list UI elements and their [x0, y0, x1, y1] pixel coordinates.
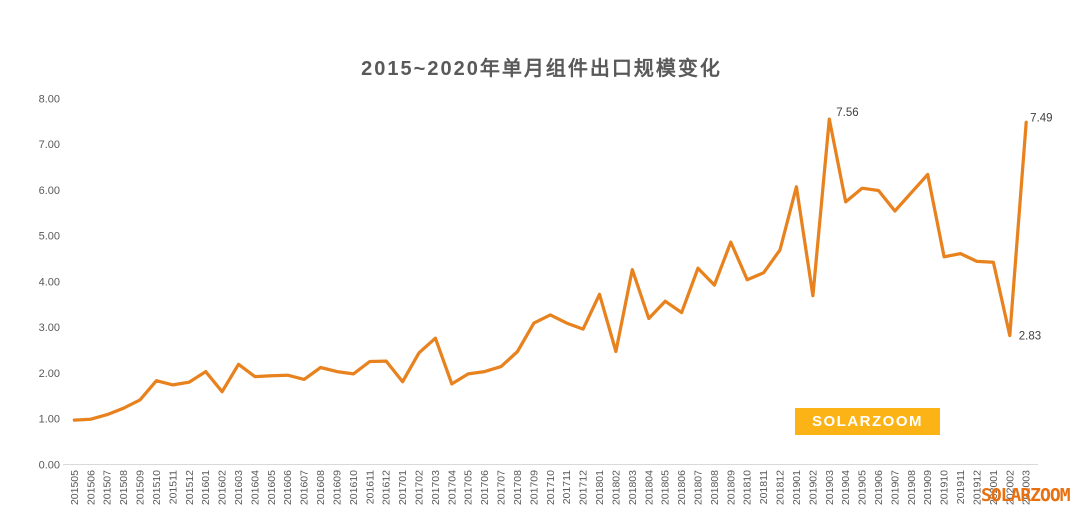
x-axis-tick-label: 201804	[643, 470, 655, 505]
y-axis-tick-label: 2.00	[39, 368, 60, 380]
x-axis-tick-label: 201707	[496, 470, 508, 505]
x-axis-tick-label: 201810	[742, 470, 754, 505]
export-volume-line	[72, 117, 1028, 422]
x-axis-tick-label: 201709	[528, 470, 540, 505]
x-axis-tick-label: 201812	[775, 470, 787, 505]
x-axis-tick-label: 201904	[840, 470, 852, 505]
x-axis-tick-label: 201807	[692, 470, 704, 505]
y-axis-tick-label: 3.00	[39, 322, 60, 334]
x-axis-tick-label: 201905	[857, 470, 869, 505]
y-axis-tick-label: 1.00	[39, 414, 60, 426]
x-axis-tick-label: 201509	[135, 470, 147, 505]
x-axis-tick-label: 201510	[151, 470, 163, 505]
data-label: 2.83	[1019, 330, 1041, 342]
x-axis-tick-label: 201712	[578, 470, 590, 505]
solarzoom-badge-label: SOLARZOOM	[812, 413, 923, 430]
x-axis-tick-label: 201911	[955, 470, 967, 504]
x-axis-tick-label: 201603	[233, 470, 245, 505]
x-axis-tick-label: 201903	[824, 470, 836, 505]
x-axis-tick-label: 201604	[249, 470, 261, 505]
x-axis-tick-label: 201705	[463, 470, 475, 505]
chart-title: 2015~2020年单月组件出口规模变化	[361, 58, 722, 80]
x-axis-tick-label: 201711	[561, 470, 573, 504]
x-axis-tick-label: 201706	[479, 470, 491, 505]
x-axis-tick-label: 202001	[988, 470, 1000, 505]
y-axis-tick-label: 6.00	[39, 185, 60, 197]
x-axis-tick-label: 201708	[512, 470, 524, 505]
x-axis-tick-label: 201902	[807, 470, 819, 505]
x-axis-tick-label: 202002	[1004, 470, 1016, 505]
x-axis-tick-label: 201704	[446, 470, 458, 505]
x-axis-tick-label: 201908	[906, 470, 918, 505]
x-axis-tick-label: 201808	[709, 470, 721, 505]
y-axis-tick-label: 0.00	[39, 459, 60, 471]
y-axis-tick-label: 8.00	[39, 93, 60, 105]
x-axis-tick-label: 201901	[791, 470, 803, 505]
x-axis-tick-label: 201801	[594, 470, 606, 505]
solarzoom-badge: SOLARZOOM	[795, 408, 940, 435]
x-axis-tick-label: 201907	[889, 470, 901, 505]
x-axis-tick-label: 201912	[971, 470, 983, 505]
x-axis-tick-label: 202003	[1021, 470, 1033, 505]
x-axis-tick-label: 201811	[758, 470, 770, 504]
x-axis-tick-label: 201607	[299, 470, 311, 505]
x-axis-tick-label: 201610	[348, 470, 360, 505]
x-axis-tick-label: 201611	[364, 470, 376, 504]
x-axis-tick-label: 201605	[266, 470, 278, 505]
x-axis-tick-label: 201710	[545, 470, 557, 505]
x-axis-tick-label: 201505	[69, 470, 81, 505]
x-axis-tick-label: 201507	[102, 470, 114, 505]
x-axis-tick-label: 201802	[610, 470, 622, 505]
x-axis-tick-label: 201506	[85, 470, 97, 505]
x-axis-tick-label: 201703	[430, 470, 442, 505]
x-axis-tick-label: 201508	[118, 470, 130, 505]
x-axis-tick-label: 201702	[414, 470, 426, 505]
x-axis-tick-label: 201806	[676, 470, 688, 505]
x-axis-tick-label: 201511	[167, 470, 179, 504]
x-axis-tick-label: 201608	[315, 470, 327, 505]
data-label: 7.49	[1030, 112, 1052, 124]
x-axis-tick-label: 201609	[331, 470, 343, 505]
x-axis-tick-label: 201803	[627, 470, 639, 505]
x-axis-tick-label: 201512	[184, 470, 196, 505]
x-axis-tick-label: 201805	[660, 470, 672, 505]
x-axis-tick-label: 201612	[381, 470, 393, 505]
data-label: 7.56	[836, 107, 858, 119]
solarzoom-watermark: SOLARZOOM	[981, 485, 1071, 506]
x-axis-tick-label: 201906	[873, 470, 885, 505]
x-axis-tick-label: 201809	[725, 470, 737, 505]
x-axis-tick-label: 201602	[217, 470, 229, 505]
y-axis-tick-label: 7.00	[39, 139, 60, 151]
x-axis-tick-label: 201606	[282, 470, 294, 505]
x-axis-tick-label: 201910	[939, 470, 951, 505]
y-axis-tick-label: 4.00	[39, 276, 60, 288]
x-axis-tick-label: 201601	[200, 470, 212, 505]
x-axis-tick-label: 201701	[397, 470, 409, 505]
y-axis-tick-label: 5.00	[39, 231, 60, 243]
x-axis-tick-label: 201909	[922, 470, 934, 505]
